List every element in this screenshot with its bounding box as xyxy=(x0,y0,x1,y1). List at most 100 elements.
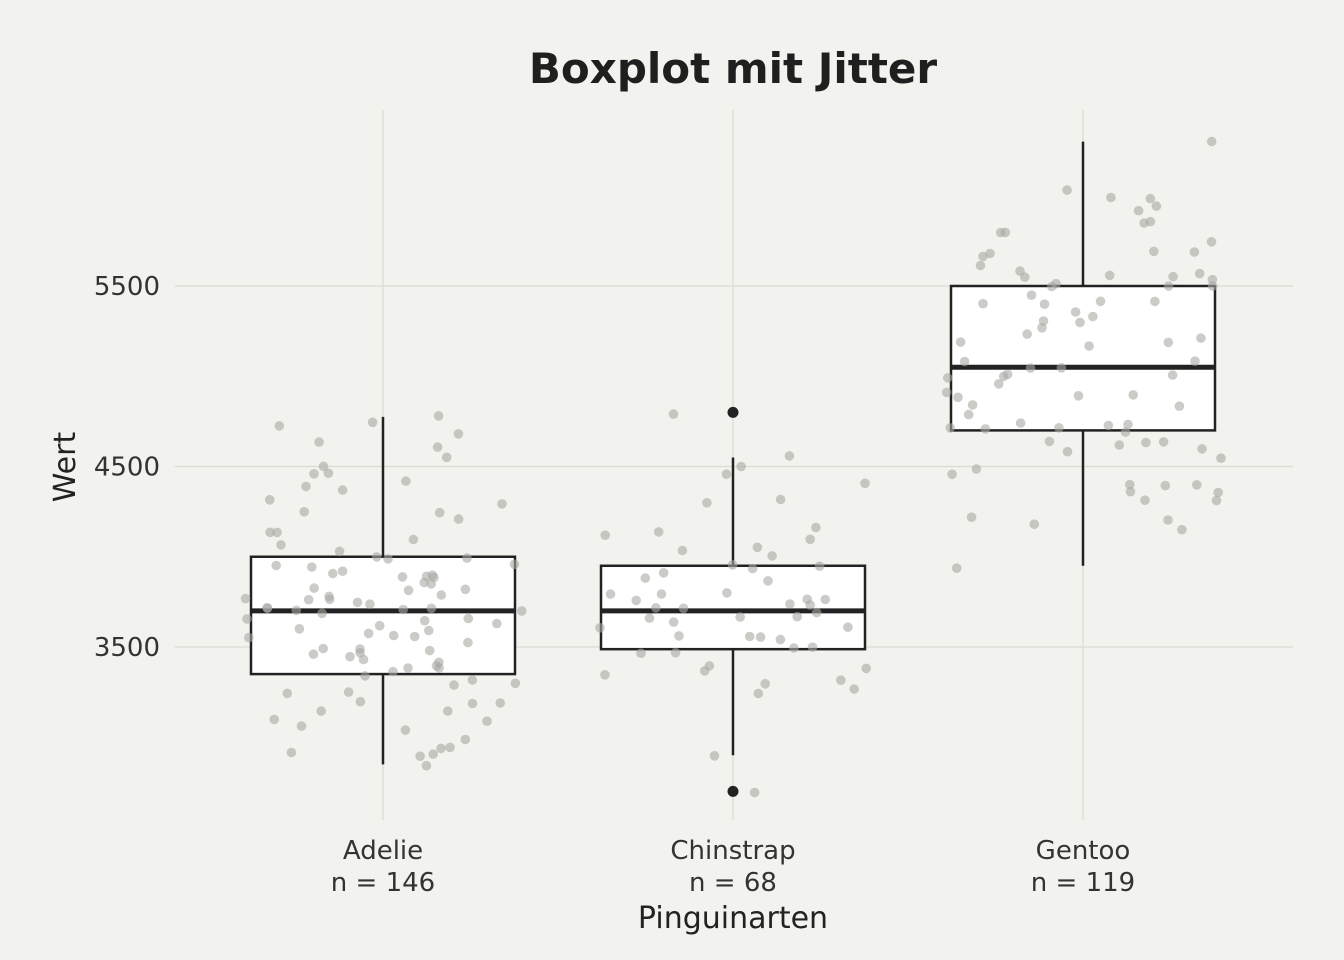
jitter-point xyxy=(453,514,464,524)
jitter-point xyxy=(403,585,414,596)
jitter-point xyxy=(272,527,282,538)
jitter-point xyxy=(1047,281,1057,292)
jitter-point xyxy=(463,613,474,624)
jitter-point xyxy=(497,499,507,509)
jitter-point xyxy=(1104,270,1115,281)
jitter-point xyxy=(1192,480,1202,490)
jitter-point xyxy=(424,645,435,656)
jitter-point xyxy=(282,688,293,699)
jitter-point xyxy=(836,675,846,685)
jitter-point xyxy=(276,540,286,550)
jitter-point xyxy=(492,618,502,629)
jitter-point xyxy=(980,424,991,434)
jitter-point xyxy=(1103,420,1114,431)
jitter-point xyxy=(605,589,616,599)
jitter-point xyxy=(978,298,988,309)
jitter-point xyxy=(434,507,445,518)
jitter-point xyxy=(749,787,760,798)
jitter-point xyxy=(1206,237,1217,247)
jitter-point xyxy=(355,644,365,654)
jitter-point xyxy=(975,260,986,271)
jitter-point xyxy=(427,570,438,580)
jitter-point xyxy=(656,589,667,599)
jitter-point xyxy=(262,603,273,613)
y-tick-label: 3500 xyxy=(94,633,160,663)
jitter-point xyxy=(358,654,369,665)
jitter-point xyxy=(709,751,720,761)
jitter-point xyxy=(240,593,251,604)
jitter-point xyxy=(323,468,334,479)
jitter-point xyxy=(324,591,334,602)
jitter-point xyxy=(1125,479,1135,490)
jitter-point xyxy=(1197,444,1207,454)
jitter-point xyxy=(328,568,338,579)
jitter-point xyxy=(1002,369,1013,380)
jitter-point xyxy=(1039,299,1050,310)
jitter-point xyxy=(453,429,464,439)
jitter-point xyxy=(1141,437,1151,448)
jitter-point xyxy=(1073,391,1084,401)
jitter-point xyxy=(985,248,995,259)
jitter-point xyxy=(1038,316,1049,326)
jitter-point xyxy=(352,597,363,608)
jitter-point xyxy=(807,642,818,652)
jitter-point xyxy=(510,678,521,689)
jitter-point xyxy=(861,663,871,674)
jitter-point xyxy=(1123,419,1133,430)
jitter-point xyxy=(445,742,455,753)
x-tick-label: Adelie xyxy=(343,836,423,866)
jitter-point xyxy=(959,356,970,367)
jitter-point xyxy=(1158,437,1169,447)
jitter-point xyxy=(419,615,430,626)
box-iqr xyxy=(249,555,517,676)
x-tick-count: n = 146 xyxy=(331,868,435,898)
jitter-point xyxy=(428,749,439,759)
jitter-point xyxy=(1106,192,1116,203)
jitter-point xyxy=(301,481,311,492)
x-tick-label: Chinstrap xyxy=(670,836,795,866)
chart-title: Boxplot mit Jitter xyxy=(529,44,937,93)
jitter-point xyxy=(1084,341,1094,351)
jitter-point xyxy=(767,551,777,561)
jitter-point xyxy=(1163,337,1174,348)
jitter-point xyxy=(653,527,664,537)
jitter-point xyxy=(265,527,275,538)
jitter-point xyxy=(736,461,746,472)
jitter-point xyxy=(482,716,492,726)
jitter-point xyxy=(421,760,432,771)
jitter-point xyxy=(334,546,345,557)
jitter-point xyxy=(1015,418,1026,428)
jitter-point xyxy=(967,400,978,410)
jitter-point xyxy=(947,469,957,480)
jitter-point xyxy=(449,680,459,690)
jitter-point xyxy=(1194,268,1205,279)
jitter-point xyxy=(668,617,679,627)
jitter-point xyxy=(727,560,738,570)
jitter-point xyxy=(722,588,732,598)
jitter-point xyxy=(436,743,446,754)
jitter-point xyxy=(963,409,974,420)
jitter-point xyxy=(674,631,684,641)
x-tick-count: n = 68 xyxy=(689,868,777,898)
jitter-point xyxy=(784,451,795,461)
jitter-point xyxy=(318,643,329,654)
jitter-point xyxy=(463,637,473,648)
jitter-point xyxy=(1088,311,1098,322)
jitter-point xyxy=(1128,390,1138,400)
jitter-point xyxy=(1177,524,1187,535)
jitter-point xyxy=(436,590,447,600)
jitter-point xyxy=(367,417,378,428)
jitter-point xyxy=(337,566,348,576)
jitter-point xyxy=(443,706,453,716)
jitter-point xyxy=(953,392,963,403)
jitter-point xyxy=(1163,281,1174,291)
jitter-point xyxy=(820,594,831,605)
jitter-point xyxy=(291,605,302,616)
jitter-point xyxy=(955,337,966,347)
jitter-point xyxy=(1151,201,1162,211)
x-tick-label: Gentoo xyxy=(1036,836,1131,866)
jitter-point xyxy=(309,469,319,479)
jitter-point xyxy=(849,684,859,694)
jitter-point xyxy=(363,628,374,639)
jitter-point xyxy=(678,603,689,614)
